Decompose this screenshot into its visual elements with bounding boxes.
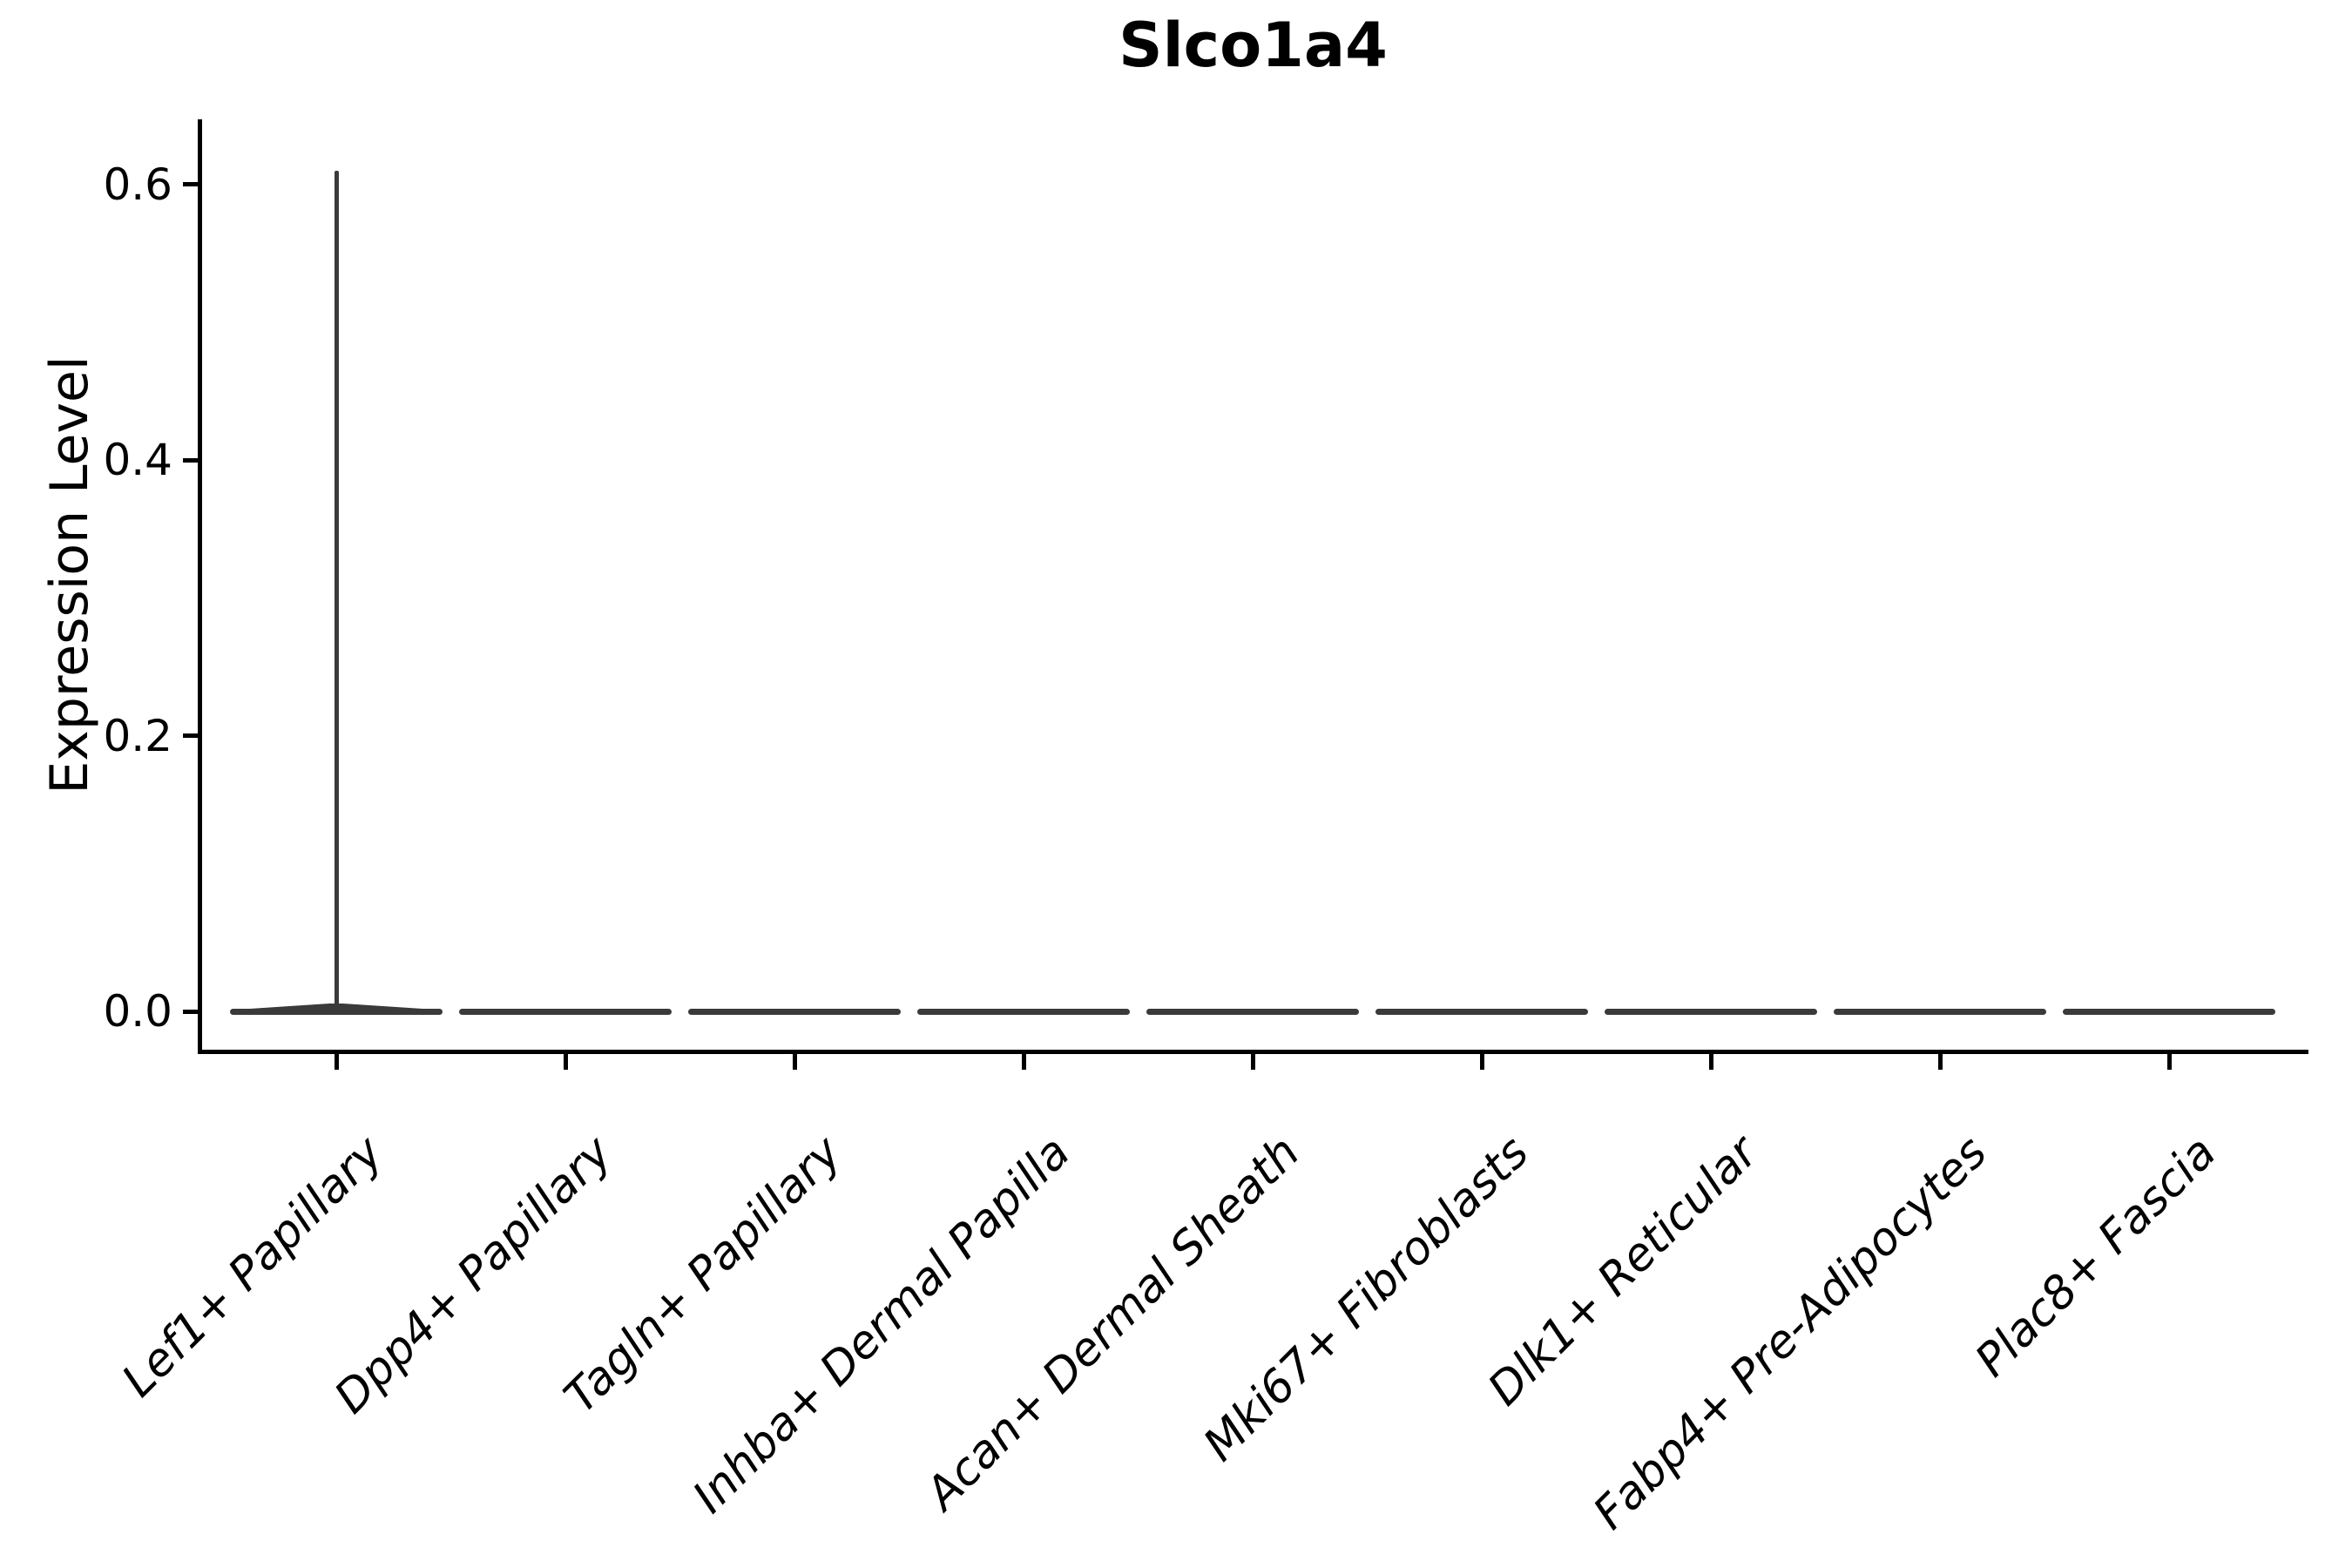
y-tick xyxy=(183,733,198,738)
y-axis-label: Expression Level xyxy=(39,355,100,794)
violin-body xyxy=(1375,1008,1588,1015)
x-tick xyxy=(1479,1054,1484,1070)
y-axis-line xyxy=(198,119,202,1054)
violin-body xyxy=(230,1008,443,1015)
x-tick xyxy=(563,1054,568,1070)
y-tick-label: 0.0 xyxy=(103,986,172,1037)
x-tick-label: Inhba+ Dermal Papilla xyxy=(683,1126,1081,1524)
x-tick xyxy=(1021,1054,1026,1070)
violin-spike xyxy=(334,170,339,1011)
y-tick-label: 0.2 xyxy=(103,710,172,761)
violin-body xyxy=(1834,1008,2046,1015)
y-tick-label: 0.6 xyxy=(103,159,172,210)
violin-body xyxy=(2063,1008,2275,1015)
y-tick xyxy=(183,1009,198,1014)
x-tick xyxy=(1250,1054,1255,1070)
violin-body xyxy=(688,1008,901,1015)
x-tick xyxy=(792,1054,797,1070)
y-tick xyxy=(183,182,198,186)
x-tick-label: Fabp4+ Pre-Adipocytes xyxy=(1583,1126,1997,1540)
plot-title: Slco1a4 xyxy=(1119,10,1388,81)
violin-body xyxy=(459,1008,672,1015)
x-tick-label: Plac8+ Fascia xyxy=(1965,1126,2227,1388)
violin-body xyxy=(1605,1008,1817,1015)
x-tick xyxy=(1937,1054,1943,1070)
violin-body xyxy=(917,1008,1130,1015)
x-tick xyxy=(2166,1054,2172,1070)
violin-body xyxy=(1146,1008,1359,1015)
y-tick xyxy=(183,457,198,463)
x-tick xyxy=(334,1054,339,1070)
x-axis-line xyxy=(198,1050,2308,1054)
y-tick-label: 0.4 xyxy=(103,435,172,485)
x-tick-label: Acan+ Dermal Sheath xyxy=(916,1126,1310,1520)
x-tick xyxy=(1708,1054,1713,1070)
